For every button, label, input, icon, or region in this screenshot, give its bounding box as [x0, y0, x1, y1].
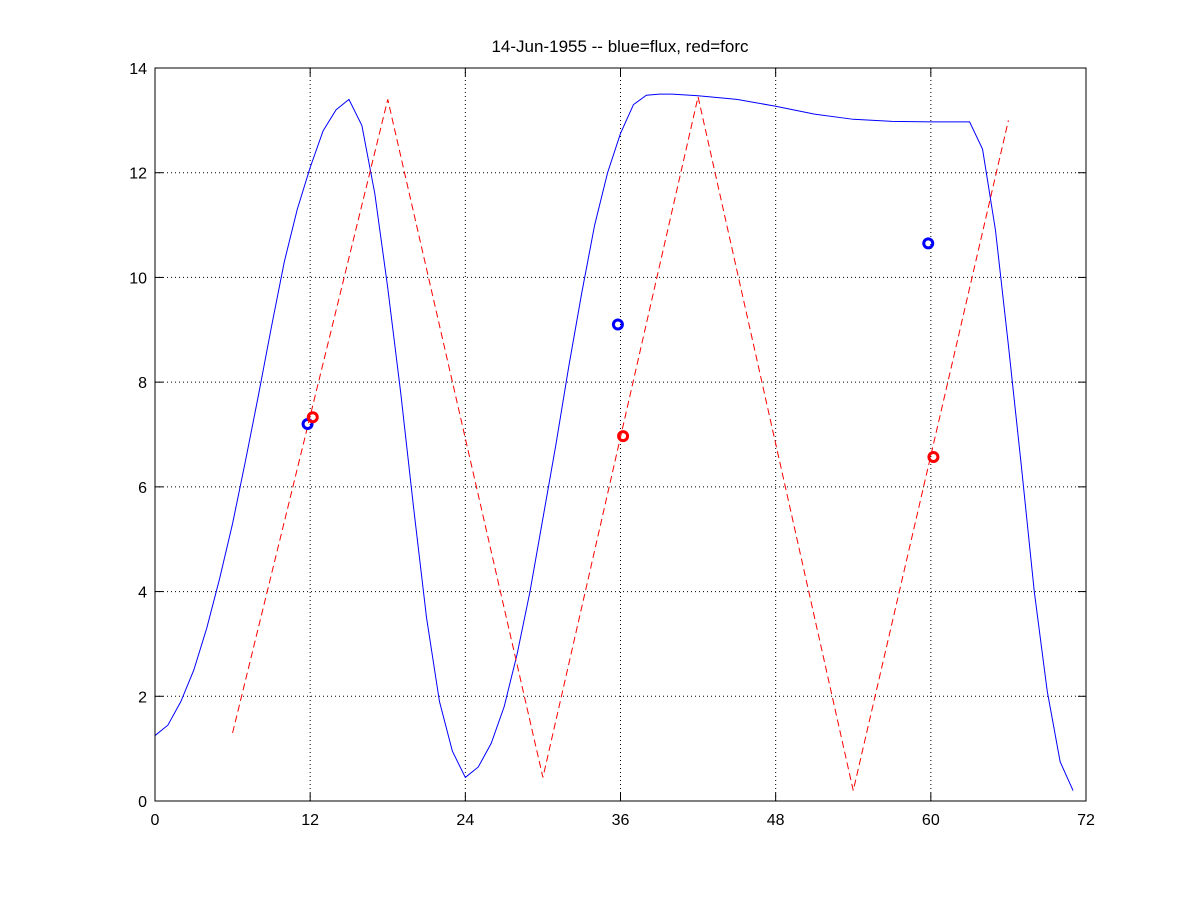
x-tick-label: 12	[301, 812, 319, 829]
y-tick-label: 0	[138, 794, 147, 811]
series-group	[154, 93, 1074, 791]
y-tick-label: 2	[138, 689, 147, 706]
forc-marker	[927, 451, 940, 464]
x-tick-label: 0	[151, 812, 160, 829]
y-tick-label: 4	[138, 585, 147, 602]
y-tick-label: 12	[129, 166, 147, 183]
y-tick-label: 14	[129, 61, 147, 78]
y-tick-label: 8	[138, 375, 147, 392]
x-tick-label: 48	[767, 812, 785, 829]
ticks	[154, 67, 1087, 802]
x-tick-label: 24	[456, 812, 474, 829]
forc-marker	[306, 411, 319, 424]
x-tick-label: 72	[1077, 812, 1095, 829]
forc-marker	[617, 430, 630, 443]
marker-group	[301, 237, 940, 464]
y-tick-label: 10	[129, 270, 147, 287]
forc-series-line	[232, 96, 1009, 791]
flux-marker	[611, 318, 624, 331]
chart-title: 14-Jun-1955 -- blue=flux, red=forc	[491, 37, 749, 56]
x-tick-label: 60	[922, 812, 940, 829]
x-tick-label: 36	[612, 812, 630, 829]
flux-series-line	[154, 93, 1074, 791]
flux-marker	[922, 237, 935, 250]
y-tick-label: 6	[138, 480, 147, 497]
